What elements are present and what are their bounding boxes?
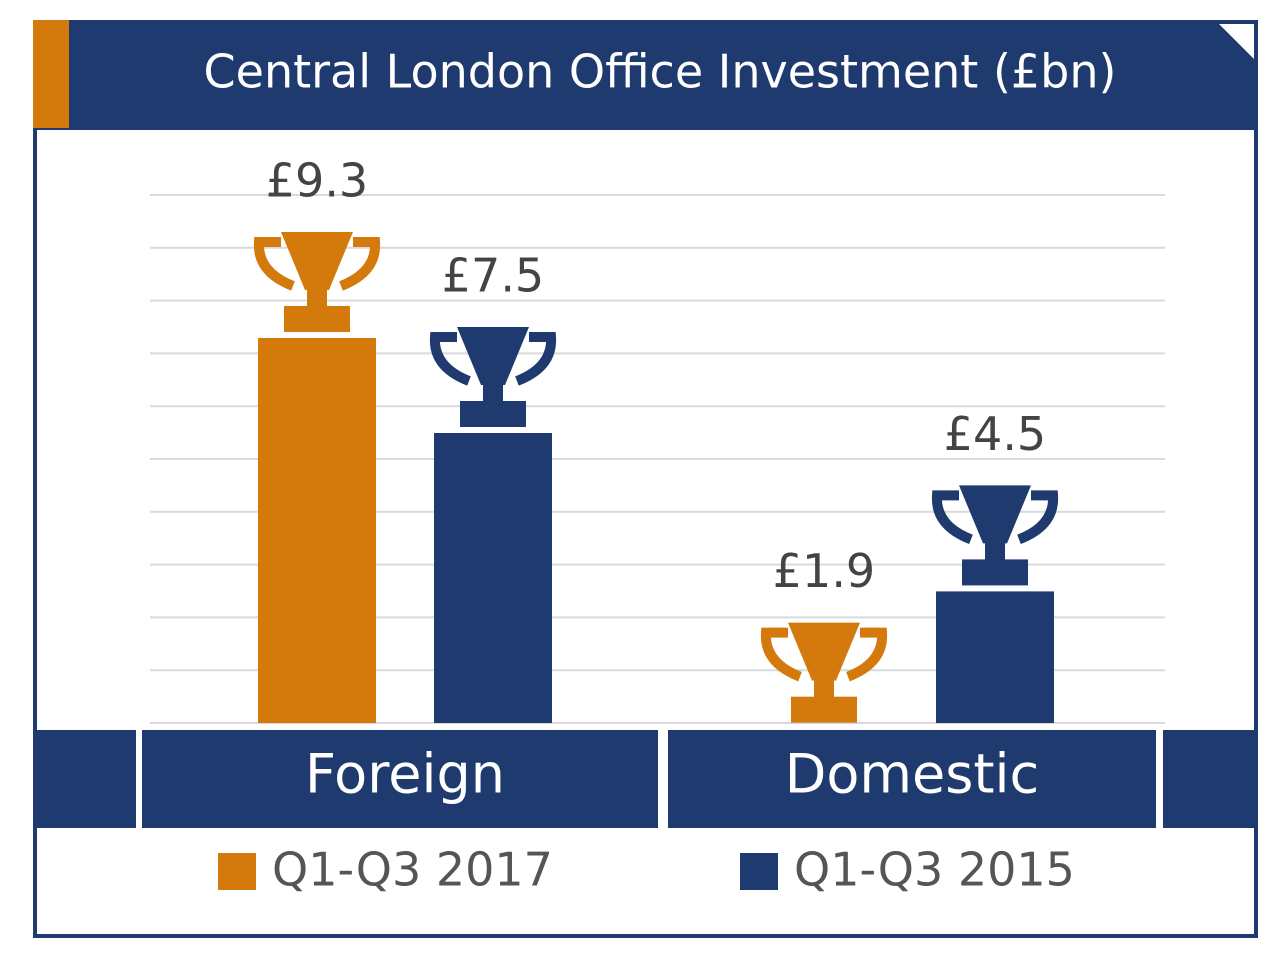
value-label: £9.3	[266, 153, 368, 207]
category-label: Domestic	[785, 743, 1039, 806]
header-accent	[33, 20, 69, 128]
trophy-handle	[429, 332, 471, 386]
trophy-base	[962, 559, 1028, 586]
value-label: £7.5	[442, 249, 544, 303]
trophy-bar	[253, 231, 381, 723]
category-band	[668, 730, 1156, 828]
trophy-cup	[788, 622, 860, 681]
value-label: £1.9	[773, 544, 875, 598]
trophy-cup	[457, 327, 529, 385]
category-band	[142, 730, 658, 828]
pedestal	[434, 433, 552, 723]
trophy-bar	[931, 485, 1059, 723]
trophy-handle	[846, 627, 888, 682]
trophy-handle	[253, 236, 295, 291]
legend-label: Q1-Q3 2015	[794, 843, 1075, 897]
trophy-cup	[281, 231, 353, 290]
trophy-stem	[483, 383, 503, 403]
category-band	[33, 730, 136, 828]
trophy-handle	[760, 627, 802, 682]
trophy-stem	[307, 287, 327, 308]
header-band	[33, 20, 1258, 130]
chart-title: Central London Office Investment (£bn)	[204, 45, 1117, 99]
trophy-bar	[760, 622, 888, 723]
category-label: Foreign	[305, 743, 505, 806]
trophy-handle	[515, 332, 557, 386]
legend-label: Q1-Q3 2017	[272, 843, 553, 897]
trophy-stem	[985, 541, 1005, 562]
trophy-base	[791, 696, 857, 723]
category-band	[1163, 730, 1258, 828]
trophy-handle	[1017, 490, 1059, 545]
trophy-handle	[339, 236, 381, 291]
pedestal	[258, 337, 376, 723]
trophy-base	[460, 401, 526, 427]
value-label: £4.5	[944, 407, 1046, 461]
marks	[253, 231, 1059, 723]
trophy-handle	[931, 490, 973, 545]
labels: Foreign £9.3 £7.5 Domestic £1.9 £4.5 Q1-Q3 201…	[218, 153, 1075, 897]
pedestal	[936, 591, 1054, 723]
legend-swatch	[740, 853, 778, 890]
trophy-stem	[814, 678, 834, 699]
trophy-cup	[959, 485, 1031, 544]
trophy-base	[284, 305, 350, 332]
legend-swatch	[218, 853, 256, 890]
trophy-bar	[429, 327, 557, 723]
